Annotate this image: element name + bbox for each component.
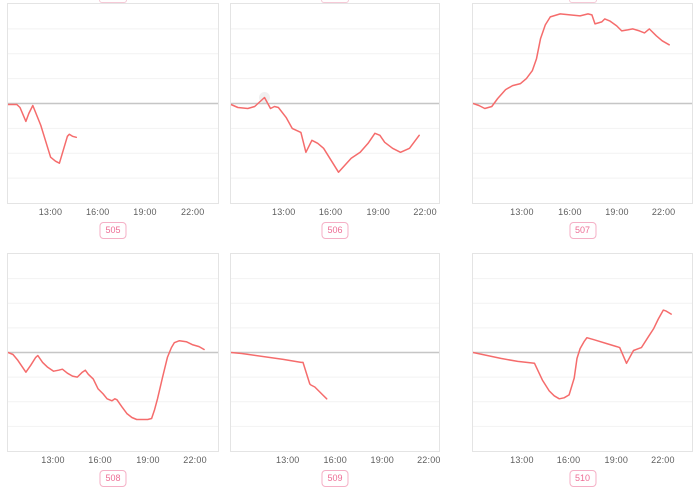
x-tick-label: 13:00 (271, 207, 296, 217)
cropped-badge-fragment (99, 0, 127, 3)
series-line (231, 96, 420, 173)
chart-badge-506[interactable]: 506 (321, 222, 349, 239)
x-tick-label: 19:00 (136, 455, 160, 465)
x-tick-label: 13:00 (510, 455, 534, 465)
x-tick-label: 16:00 (85, 207, 110, 217)
x-tick-label: 16:00 (558, 207, 582, 217)
chart-badge-510[interactable]: 510 (568, 470, 597, 487)
series-line (231, 351, 328, 400)
x-tick-label: 16:00 (88, 455, 112, 465)
x-tick-label: 22:00 (413, 207, 437, 217)
chart-badge-507[interactable]: 507 (568, 222, 597, 239)
series-line (8, 103, 78, 164)
chart-plot-505[interactable] (7, 3, 219, 204)
x-tick-label: 22:00 (183, 455, 207, 465)
x-tick-label: 13:00 (275, 455, 300, 465)
chart-plot-509[interactable] (230, 253, 440, 452)
x-tick-label: 16:00 (323, 455, 347, 465)
x-tick-label: 19:00 (370, 455, 395, 465)
x-tick-label: 13:00 (510, 207, 534, 217)
x-tick-label: 19:00 (605, 207, 629, 217)
chart-plot-510[interactable] (472, 253, 693, 452)
cropped-badge-fragment (321, 0, 349, 3)
series-line (473, 13, 670, 110)
x-tick-label: 19:00 (133, 207, 157, 217)
x-tick-label: 16:00 (318, 207, 343, 217)
x-tick-label: 22:00 (180, 207, 205, 217)
series-line (8, 339, 205, 421)
x-tick-label: 16:00 (556, 455, 581, 465)
x-tick-label: 19:00 (604, 455, 629, 465)
chart-badge-505[interactable]: 505 (99, 222, 127, 239)
chart-badge-509[interactable]: 509 (321, 470, 349, 487)
x-tick-label: 13:00 (41, 455, 65, 465)
x-tick-label: 22:00 (651, 455, 675, 465)
chart-badge-508[interactable]: 508 (99, 470, 127, 487)
x-tick-label: 19:00 (366, 207, 391, 217)
x-tick-label: 22:00 (417, 455, 441, 465)
chart-plot-508[interactable] (7, 253, 219, 452)
x-tick-label: 13:00 (38, 207, 63, 217)
chart-plot-507[interactable] (472, 3, 693, 204)
cropped-badge-fragment (568, 0, 597, 3)
chart-plot-506[interactable] (230, 3, 440, 204)
series-line (473, 309, 672, 400)
x-tick-label: 22:00 (651, 207, 676, 217)
